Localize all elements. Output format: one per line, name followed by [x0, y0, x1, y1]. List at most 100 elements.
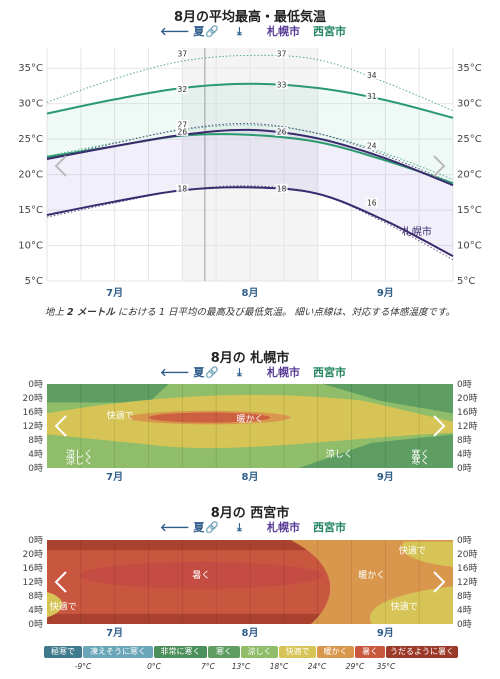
- download-icon[interactable]: ⤓: [237, 366, 242, 379]
- hour-label-right: 12時: [457, 577, 477, 588]
- region-label: 涼しく: [66, 455, 93, 467]
- month-label: 7月: [106, 471, 123, 483]
- value-label: 31: [367, 92, 377, 101]
- back-label: 夏: [193, 25, 205, 38]
- back-button[interactable]: 🡐 夏: [160, 365, 204, 381]
- legend-item: うだるように暑く: [386, 646, 458, 658]
- hour-label-left: 0時: [28, 619, 43, 630]
- download-icon[interactable]: ⤓: [237, 25, 242, 38]
- legend-item: 暖かく: [317, 646, 354, 658]
- month-label: 8月: [242, 627, 259, 639]
- value-label-bg: [176, 127, 189, 137]
- legend-item: 極寒で: [44, 646, 82, 658]
- chart1-title: 8月の平均最高・最低気温: [173, 10, 327, 25]
- city-b-link[interactable]: 西宮市: [313, 366, 346, 379]
- chart1-caption: 地上 2 メートル における 1 日平均の最高及び最低気温。 細い点線は、対応す…: [0, 304, 500, 318]
- link-icon[interactable]: 🔗: [205, 521, 219, 534]
- y-tick-label-left: 30°C: [18, 99, 43, 110]
- value-label: 33: [277, 81, 287, 90]
- value-label: 16: [367, 198, 377, 207]
- back-button[interactable]: 🡐 夏: [160, 24, 204, 40]
- value-label: 37: [178, 50, 188, 59]
- hour-label-right: 0時: [457, 380, 472, 390]
- hour-label-left: 0時: [28, 463, 43, 474]
- region-label: 暖かく: [358, 569, 385, 581]
- legend-item: 暑く: [355, 646, 385, 658]
- region-label: 快適で: [391, 601, 418, 613]
- hour-label-left: 12時: [23, 577, 43, 588]
- y-tick-label-left: 20°C: [18, 170, 43, 181]
- heatmap-comfortable-left: [47, 592, 63, 618]
- nishinomiya-heatmap: 0時 0時20時 20時16時 16時12時 12時8時 8時4時 4時0時 0時快適で暑く暖…: [23, 536, 478, 639]
- month-label: 9月: [377, 287, 394, 299]
- y-tick-label-left: 10°C: [18, 241, 43, 252]
- chevron-right-icon: [433, 415, 446, 437]
- temperature-line-high: [46, 82, 454, 119]
- legend-tick: -9°C: [74, 662, 92, 671]
- temperature-legend: 極寒で 凍えそうに寒く 非常に寒く 寒く 涼しく 快適で 暖かく 暑く うだるように暑く -9°C…: [0, 646, 500, 676]
- city-a-link[interactable]: 札幌市: [267, 521, 300, 534]
- value-label-bg: [176, 84, 189, 94]
- heatmap-cold-top-right: [323, 384, 453, 414]
- y-tick-label-right: 30°C: [457, 99, 482, 110]
- hour-label-right: 0時: [457, 463, 472, 474]
- value-label-bg: [275, 80, 288, 90]
- month-label: 7月: [106, 287, 123, 299]
- y-tick-label-left: 25°C: [18, 134, 43, 145]
- hour-label-left: 8時: [28, 435, 43, 446]
- heatmap-sweltering-bottom: [47, 613, 453, 624]
- hour-label-left: 16時: [23, 407, 43, 418]
- legend-item: 寒く: [208, 646, 240, 658]
- region-label: 快適で: [50, 601, 77, 613]
- heatmap-comfortable-bottom-right: [369, 586, 453, 624]
- arrow-left-icon: 🡐: [160, 366, 190, 379]
- hour-label-right: 4時: [457, 449, 472, 460]
- month-label: 9月: [377, 627, 394, 639]
- chart3-toolbar: 🡐 夏 🔗 ⤓ 札幌市 西宮市: [0, 520, 500, 536]
- hour-label-right: 4時: [457, 605, 472, 616]
- hour-label-left: 16時: [23, 563, 43, 574]
- nishinomiya-range-fill: [47, 83, 453, 184]
- y-tick-label-right: 10°C: [457, 241, 482, 252]
- hour-label-right: 16時: [457, 407, 477, 418]
- link-icon[interactable]: 🔗: [205, 366, 219, 379]
- value-label-bg: [365, 91, 378, 101]
- hour-label-right: 8時: [457, 591, 472, 602]
- download-icon[interactable]: ⤓: [237, 521, 242, 534]
- heatmap-comfortable-top-right: [402, 541, 453, 567]
- hour-label-right: 0時: [457, 536, 472, 546]
- city-a-link[interactable]: 札幌市: [267, 366, 300, 379]
- legend-tick: 13°C: [231, 662, 251, 671]
- value-label-bg: [275, 183, 288, 193]
- value-label: 32: [178, 85, 188, 94]
- y-tick-label-left: 15°C: [18, 205, 43, 216]
- value-label: 27: [178, 120, 188, 129]
- chart2-toolbar: 🡐 夏 🔗 ⤓ 札幌市 西宮市: [0, 365, 500, 381]
- sapporo-range-fill: [47, 129, 453, 257]
- link-icon[interactable]: 🔗: [205, 25, 219, 38]
- back-label: 夏: [193, 366, 205, 379]
- back-button[interactable]: 🡐 夏: [160, 520, 204, 536]
- value-label: 34: [367, 71, 377, 80]
- heatmap-cold-top-left: [47, 384, 169, 403]
- chart3-title: 8月の 西宮市: [210, 506, 290, 521]
- caption-part: における 1 日平均の最高及び最低気温。 細い点線は、対応する体感温度です。: [117, 307, 456, 318]
- heatmap-cold-bottom-right: [298, 434, 453, 468]
- city-a-link[interactable]: 札幌市: [267, 25, 300, 38]
- temperature-line-low: [46, 186, 454, 258]
- value-label: 18: [178, 184, 188, 193]
- hour-label-right: 16時: [457, 563, 477, 574]
- feels-like-line: [46, 185, 454, 261]
- city-b-link[interactable]: 西宮市: [313, 25, 346, 38]
- value-label-bg: [365, 70, 378, 80]
- legend-tick: 24°C: [307, 662, 327, 671]
- city-b-link[interactable]: 西宮市: [313, 521, 346, 534]
- y-tick-label-right: 15°C: [457, 205, 482, 216]
- hour-label-right: 20時: [457, 393, 477, 404]
- region-label: 涼しく: [326, 448, 353, 460]
- heatmap-warm-core: [148, 412, 271, 423]
- legend-tick: 35°C: [376, 662, 396, 671]
- hour-label-right: 12時: [457, 421, 477, 432]
- region-label: 暑く: [192, 570, 210, 581]
